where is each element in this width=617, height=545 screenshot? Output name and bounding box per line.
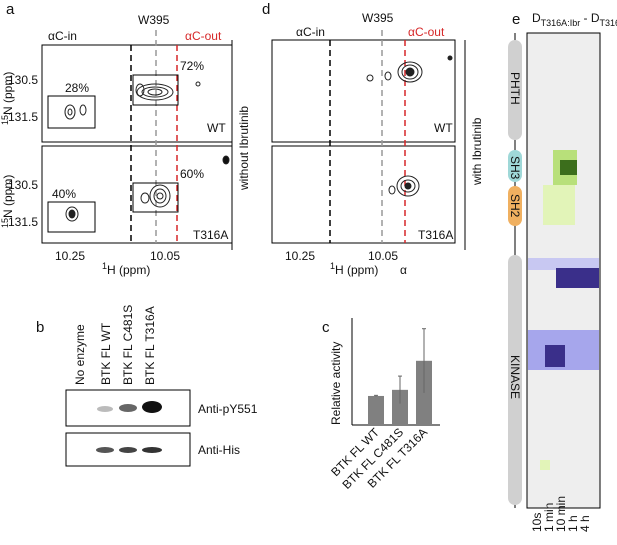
panel-label: e <box>512 11 520 28</box>
annotation: αC-in <box>296 25 325 39</box>
band <box>119 447 137 453</box>
percent: 28% <box>65 81 89 95</box>
contours <box>64 81 230 222</box>
label: N (ppm) <box>1 72 15 115</box>
band <box>97 406 113 412</box>
domain-bar <box>508 40 522 140</box>
box <box>132 182 179 213</box>
t: D <box>532 11 541 25</box>
label: H (ppm) <box>107 263 150 277</box>
t: - D <box>580 11 600 25</box>
time-label: 1 min <box>542 503 556 532</box>
x-axis-label: 1H (ppm) <box>330 261 378 277</box>
variant: WT <box>207 121 226 135</box>
x-tick-label: 10.05 <box>150 249 180 263</box>
blot <box>65 389 191 427</box>
box <box>47 201 96 233</box>
label: H (ppm) <box>335 263 378 277</box>
lane-label: BTK FL T316A <box>143 306 157 385</box>
y-tick-label: 131.5 <box>8 215 38 229</box>
variant: WT <box>434 121 453 135</box>
heatmap-title: DT316A:Ibr - DT316A <box>532 11 617 28</box>
panel-a: a αC-in W395 αC-out 28% 72% WT 40% 60% T… <box>0 1 251 277</box>
sup: 15 <box>0 218 10 228</box>
x-tick-label: 10.25 <box>55 249 85 263</box>
percent: 72% <box>180 59 204 73</box>
domain-bar <box>508 150 522 182</box>
x-tick-label: 10.05 <box>368 249 398 263</box>
panel-label: c <box>322 319 330 336</box>
domain-label: SH3 <box>508 156 522 180</box>
t: T316A <box>600 18 617 28</box>
box <box>47 95 96 129</box>
percent: 40% <box>52 187 76 201</box>
heat-cells <box>528 150 599 470</box>
y-tick-label: 130.5 <box>8 73 38 87</box>
x-tick-label: 10.25 <box>285 249 315 263</box>
band <box>142 401 162 413</box>
time-label: 4 h <box>578 515 592 532</box>
domain-label: PHTH <box>508 72 522 105</box>
lane-label: BTK FL WT <box>99 322 113 385</box>
annotation: αC-out <box>185 29 222 43</box>
t: T316A:Ibr <box>541 18 581 28</box>
contours <box>366 55 453 197</box>
x-extra: α <box>400 263 407 277</box>
annotation: W395 <box>138 13 170 27</box>
sup: 1 <box>102 261 107 271</box>
variant: T316A <box>193 228 228 242</box>
annotation: W395 <box>362 11 394 25</box>
bar <box>392 389 408 425</box>
y-tick-label: 131.5 <box>8 110 38 124</box>
panel-label: b <box>36 319 44 336</box>
annotation: αC-in <box>48 29 77 43</box>
domain-bar <box>508 255 522 505</box>
box <box>132 74 179 106</box>
panel-label: a <box>6 1 15 18</box>
domain-label: SH2 <box>508 194 522 218</box>
blot <box>65 432 191 467</box>
y-axis-label: Relative activity <box>329 342 343 425</box>
lane-label: BTK FL C481S <box>121 305 135 385</box>
spectrum-frame <box>271 39 456 143</box>
percent: 60% <box>180 167 204 181</box>
panel-b: b No enzyme BTK FL WT BTK FL C481S BTK F… <box>36 305 258 467</box>
lane-label: No enzyme <box>73 324 87 385</box>
time-label: 10 min <box>554 496 568 532</box>
side-label: with Ibrutinib <box>470 117 484 186</box>
sup: 15 <box>0 115 10 125</box>
panel-d: d αC-in W395 αC-out WT T316A 10.25 10.05… <box>262 1 484 277</box>
x-axis-label: 1H (ppm) <box>102 261 150 277</box>
panel-e: e DT316A:Ibr - DT316A PHTH SH3 SH2 KINAS… <box>508 11 617 532</box>
domain-label: KINASE <box>508 355 522 399</box>
panel-label: d <box>262 1 270 18</box>
sup: 1 <box>330 261 335 271</box>
label: N (ppm) <box>1 175 15 218</box>
bar <box>368 395 384 425</box>
annotation: αC-out <box>408 25 445 39</box>
band <box>96 447 114 453</box>
side-label: without Ibrutinib <box>237 106 251 191</box>
y-axis-label: 15N (ppm) <box>0 72 15 125</box>
y-tick-label: 130.5 <box>8 178 38 192</box>
time-label: 10s <box>530 513 544 532</box>
blot-label: Anti-pY551 <box>198 402 258 416</box>
domain-bar <box>508 186 522 226</box>
band <box>119 404 137 412</box>
band <box>142 447 162 453</box>
y-axis-label: 15N (ppm) <box>0 175 15 228</box>
variant: T316A <box>418 228 453 242</box>
blot-label: Anti-His <box>198 443 240 457</box>
time-label: 1 h <box>566 515 580 532</box>
spectrum-frame <box>271 145 456 244</box>
